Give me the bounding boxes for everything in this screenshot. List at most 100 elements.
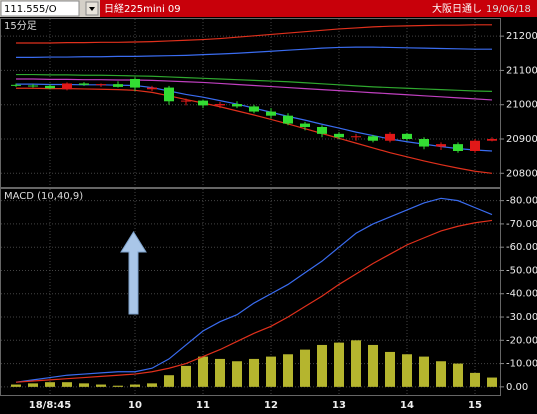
histogram-bar — [436, 361, 446, 387]
macd-panel — [0, 188, 501, 396]
histogram-bar — [368, 344, 378, 387]
candle-body — [96, 84, 106, 86]
indicator-line — [16, 78, 493, 101]
histogram-bar — [181, 365, 191, 387]
title-bar — [100, 0, 537, 17]
histogram-bar — [317, 344, 327, 387]
candle-body — [317, 127, 327, 134]
y-tick-label: 21100 — [506, 65, 537, 76]
y-tick-label: -20.00 — [506, 335, 537, 346]
y-tick-label: -80.00 — [506, 196, 537, 207]
date: 19/06/18 — [486, 4, 531, 15]
candle-body — [453, 144, 463, 151]
candle-body — [164, 87, 174, 102]
y-tick-label: 21200 — [506, 31, 537, 42]
x-tick-label: 18/8:45 — [29, 400, 71, 411]
y-tick-label: -30.00 — [506, 312, 537, 323]
candle-body — [402, 133, 412, 139]
y-tick-label: -10.00 — [506, 359, 537, 370]
histogram-bar — [113, 385, 123, 387]
histogram-bar — [402, 354, 412, 387]
candle-body — [11, 84, 21, 86]
candle-body — [436, 144, 446, 147]
indicator-line — [16, 24, 492, 44]
candle-body — [62, 83, 72, 90]
y-tick-label: -40.00 — [506, 289, 537, 300]
y-tick-label: 0.00 — [506, 382, 528, 393]
symbol: 111.555/O — [4, 4, 57, 15]
candle-body — [45, 85, 55, 89]
histogram-bar — [470, 372, 480, 387]
dropdown-arrow — [89, 7, 95, 11]
y-tick-label: -60.00 — [506, 242, 537, 253]
candle-body — [130, 79, 140, 88]
x-tick-label: 13 — [332, 400, 346, 411]
histogram-bar — [45, 382, 55, 387]
candle-body — [419, 139, 429, 147]
histogram-bar — [249, 358, 259, 387]
histogram-bar — [79, 383, 89, 387]
histogram-bar — [334, 342, 344, 387]
histogram-bar — [62, 382, 72, 387]
candle-body — [368, 136, 378, 141]
candle-body — [266, 111, 276, 116]
histogram-bar — [96, 384, 106, 387]
candle-body — [232, 104, 242, 107]
x-tick-label: 15 — [468, 400, 482, 411]
candle-body — [147, 87, 157, 90]
candle-body — [113, 84, 123, 87]
y-tick-label: -70.00 — [506, 219, 537, 230]
annotation-arrow — [120, 231, 147, 315]
candle-body — [28, 85, 38, 87]
candle-body — [215, 104, 225, 106]
candle-body — [79, 83, 89, 85]
histogram-bar — [198, 356, 208, 387]
histogram-bar — [385, 351, 395, 387]
x-tick-label: 10 — [128, 400, 142, 411]
indicator-line — [15, 219, 493, 383]
x-tick-label: 11 — [196, 400, 210, 411]
candle-body — [487, 139, 497, 141]
indicator-line — [16, 46, 492, 59]
candle-body — [198, 100, 208, 106]
y-tick-label: 21000 — [506, 100, 537, 111]
histogram-bar — [453, 363, 463, 387]
y-tick-label: -50.00 — [506, 265, 537, 276]
x-tick-label: 14 — [400, 400, 414, 411]
histogram-bar — [419, 356, 429, 387]
candle-body — [300, 123, 310, 127]
indicator-line — [16, 73, 493, 92]
candle-body — [385, 133, 395, 141]
y-tick-label: 20800 — [506, 168, 537, 179]
instrument: 日経225mini 09 — [104, 2, 181, 15]
histogram-bar — [283, 354, 293, 387]
histogram-bar — [28, 383, 38, 387]
indicator-line — [15, 197, 493, 383]
candle-body — [181, 100, 191, 102]
candle-body — [470, 140, 480, 151]
panel-title: MACD (10,40,9) — [4, 191, 83, 202]
histogram-bar — [351, 340, 361, 387]
y-tick-label: 20900 — [506, 134, 537, 145]
histogram-bar — [164, 375, 174, 387]
histogram-bar — [266, 356, 276, 387]
candle-body — [283, 115, 293, 124]
histogram-bar — [11, 384, 21, 387]
panel-title: 15分足 — [4, 20, 37, 32]
histogram-bar — [147, 383, 157, 387]
candle-body — [334, 133, 344, 138]
x-tick-label: 12 — [264, 400, 278, 411]
histogram-bar — [232, 361, 242, 387]
indicator-line — [16, 87, 493, 174]
candle-body — [351, 136, 361, 138]
candle-body — [249, 106, 259, 112]
histogram-bar — [130, 384, 140, 387]
market: 大阪日通し — [432, 2, 482, 15]
price-panel — [0, 18, 501, 188]
symbol-input[interactable] — [0, 0, 80, 17]
histogram-bar — [487, 377, 497, 387]
histogram-bar — [300, 349, 310, 387]
